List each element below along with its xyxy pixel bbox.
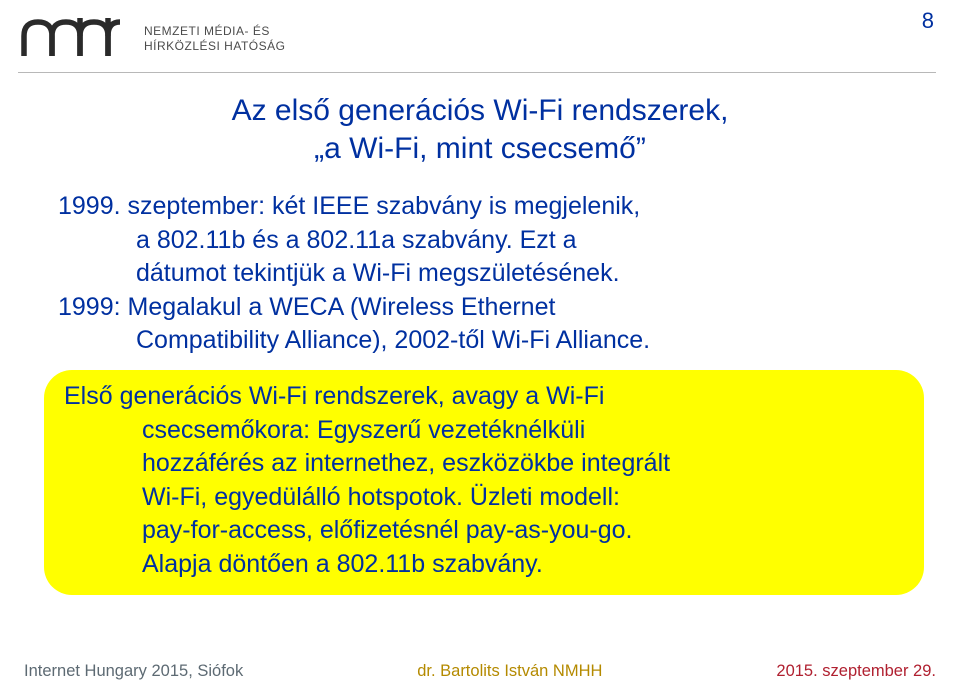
- body-line2: a 802.11b és a 802.11a szabvány. Ezt a: [58, 224, 902, 258]
- footer-left: Internet Hungary 2015, Siófok: [24, 662, 243, 681]
- body-line5: Compatibility Alliance), 2002-től Wi-Fi …: [58, 324, 902, 358]
- page-number: 8: [922, 8, 934, 34]
- hl-line1: Első generációs Wi-Fi rendszerek, avagy …: [64, 380, 898, 414]
- org-name-line1: NEMZETI MÉDIA- ÉS: [144, 24, 285, 39]
- hl-line6: Alapja döntően a 802.11b szabvány.: [64, 548, 898, 582]
- org-name: NEMZETI MÉDIA- ÉS HÍRKÖZLÉSI HATÓSÁG: [144, 24, 285, 54]
- title-line2: „a Wi-Fi, mint csecsemő”: [0, 130, 960, 168]
- hl-line5: pay-for-access, előfizetésnél pay-as-you…: [64, 514, 898, 548]
- nmhh-logo-icon: [18, 12, 126, 66]
- title-line1: Az első generációs Wi-Fi rendszerek,: [0, 92, 960, 130]
- org-name-line2: HÍRKÖZLÉSI HATÓSÁG: [144, 39, 285, 54]
- slide-title: Az első generációs Wi-Fi rendszerek, „a …: [0, 92, 960, 169]
- body-line4: 1999: Megalakul a WECA (Wireless Etherne…: [58, 291, 902, 325]
- body-line3: dátumot tekintjük a Wi-Fi megszületéséne…: [58, 257, 902, 291]
- hl-line3: hozzáférés az internethez, eszközökbe in…: [64, 447, 898, 481]
- org-logo: NEMZETI MÉDIA- ÉS HÍRKÖZLÉSI HATÓSÁG: [18, 12, 285, 66]
- highlight-box: Első generációs Wi-Fi rendszerek, avagy …: [44, 370, 924, 595]
- footer-right: 2015. szeptember 29.: [776, 662, 936, 681]
- slide: NEMZETI MÉDIA- ÉS HÍRKÖZLÉSI HATÓSÁG 8 A…: [0, 0, 960, 693]
- body-line1: 1999. szeptember: két IEEE szabvány is m…: [58, 190, 902, 224]
- hl-line2: csecsemőkora: Egyszerű vezetéknélküli: [64, 414, 898, 448]
- footer-center: dr. Bartolits István NMHH: [417, 662, 602, 681]
- hl-line4: Wi-Fi, egyedülálló hotspotok. Üzleti mod…: [64, 481, 898, 515]
- body-text: 1999. szeptember: két IEEE szabvány is m…: [58, 190, 902, 358]
- footer: Internet Hungary 2015, Siófok dr. Bartol…: [24, 662, 936, 681]
- header-divider: [18, 72, 936, 73]
